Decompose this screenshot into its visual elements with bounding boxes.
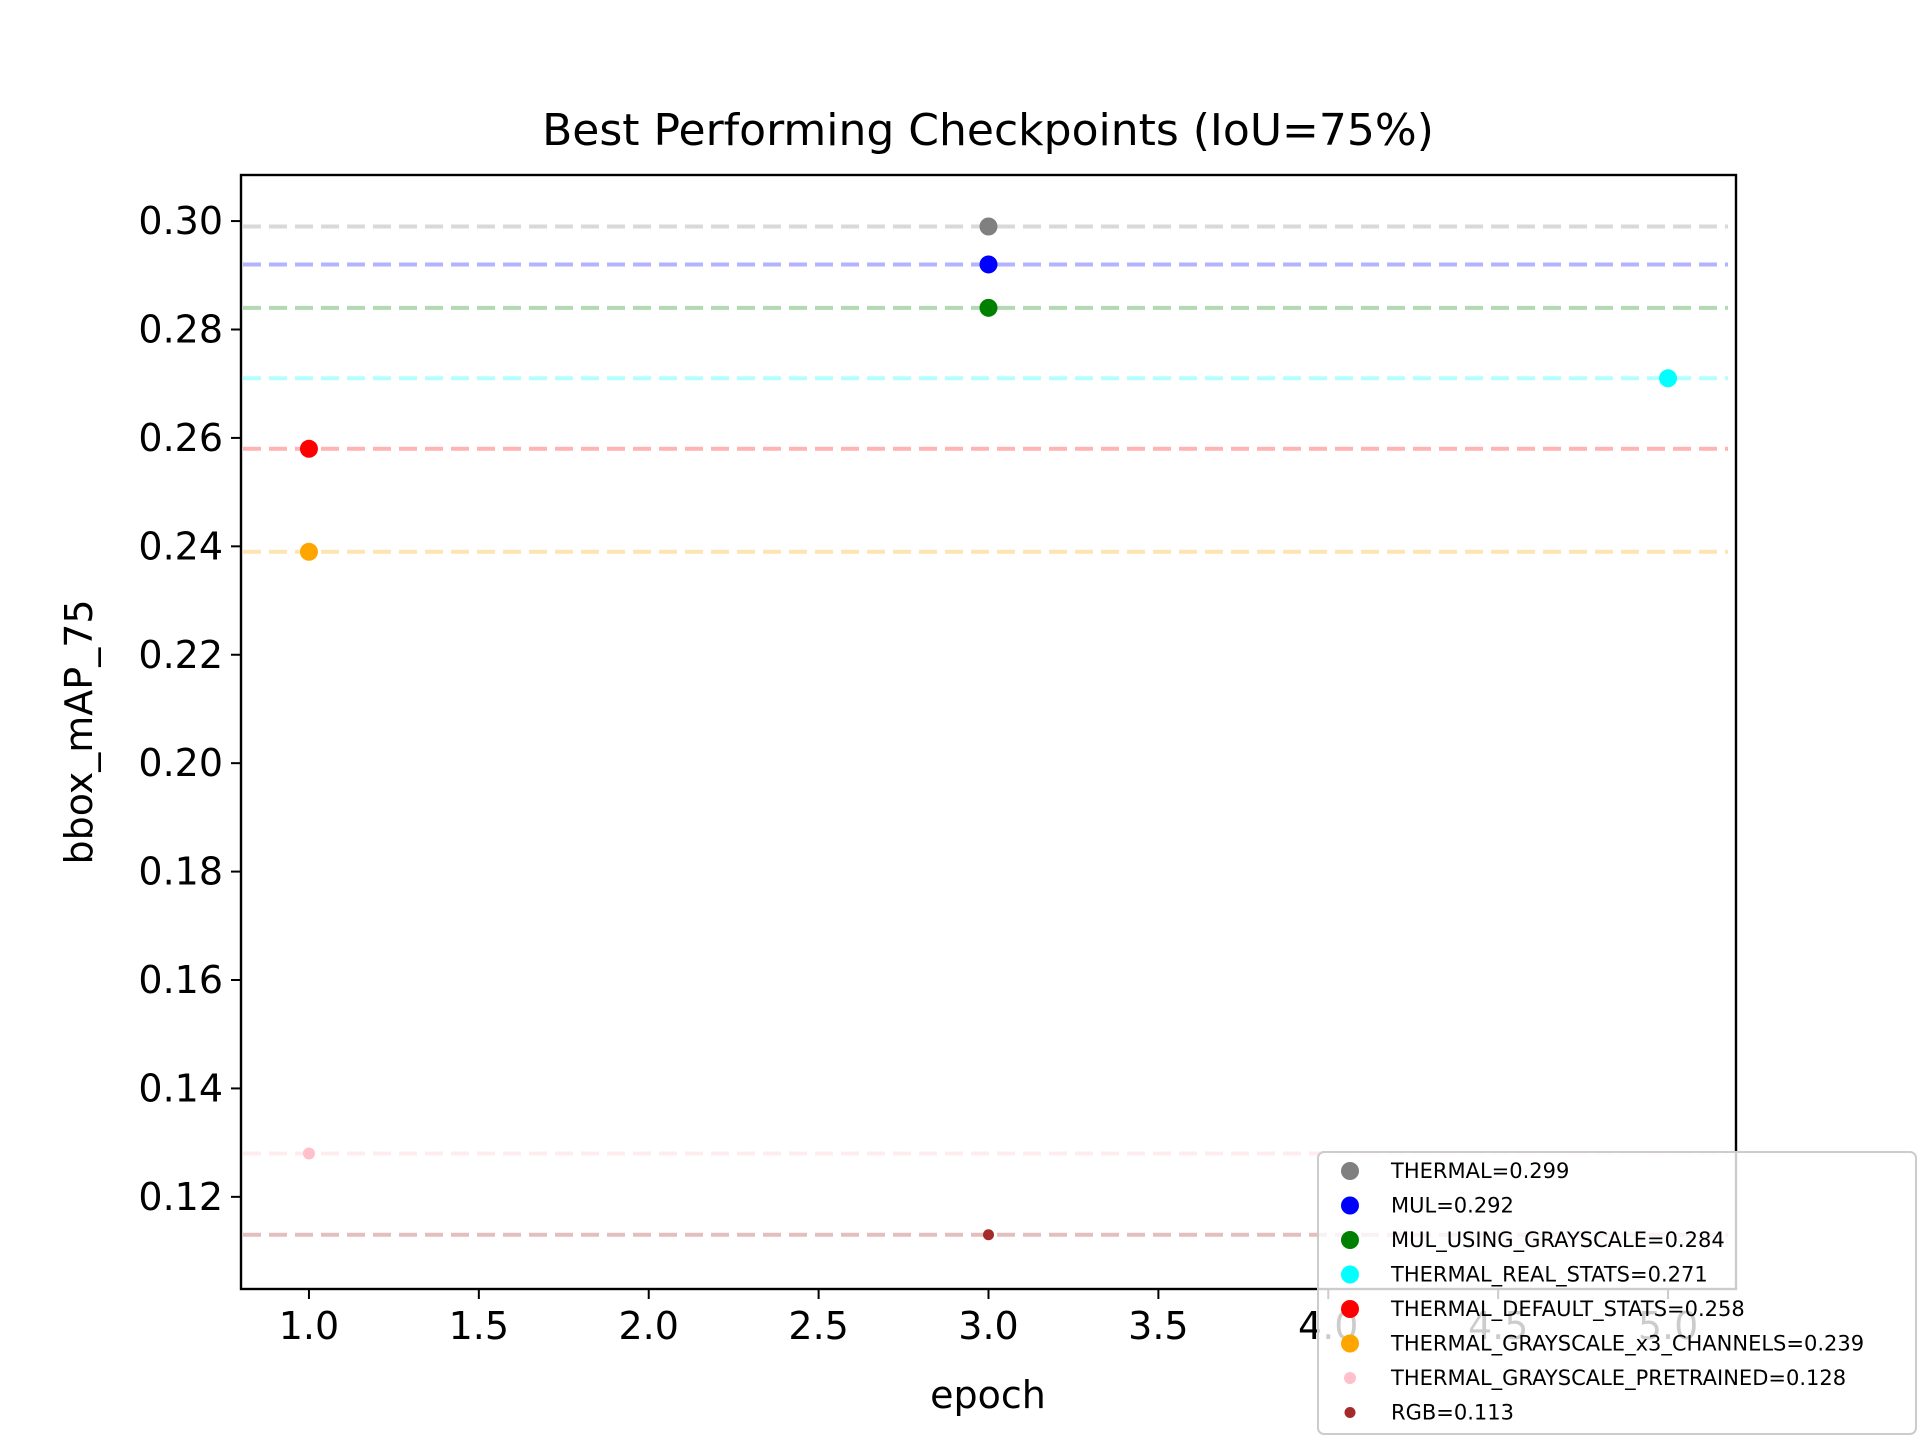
chart-title: Best Performing Checkpoints (IoU=75%)	[542, 105, 1434, 156]
legend-label-2: MUL_USING_GRAYSCALE=0.284	[1391, 1228, 1725, 1253]
plot-area	[241, 175, 1736, 1289]
x-tick-label: 3.5	[1128, 1304, 1188, 1348]
legend-label-6: THERMAL_GRAYSCALE_PRETRAINED=0.128	[1390, 1366, 1846, 1391]
data-point-0	[979, 217, 998, 236]
legend-marker-1	[1341, 1196, 1359, 1215]
legend-label-3: THERMAL_REAL_STATS=0.271	[1390, 1263, 1708, 1288]
x-tick-label: 3.0	[958, 1304, 1018, 1348]
data-point-1	[979, 255, 998, 274]
y-tick-label: 0.20	[138, 741, 223, 785]
data-point-2	[979, 298, 998, 317]
data-point-7	[983, 1229, 994, 1241]
legend-marker-6	[1344, 1372, 1356, 1384]
legend-label-7: RGB=0.113	[1391, 1401, 1514, 1425]
legend-marker-5	[1341, 1334, 1359, 1353]
legend-label-5: THERMAL_GRAYSCALE_x3_CHANNELS=0.239	[1390, 1332, 1864, 1357]
y-tick-label: 0.22	[138, 633, 223, 677]
legend-marker-7	[1344, 1407, 1356, 1418]
data-points	[299, 217, 1678, 1241]
x-tick-label: 1.5	[449, 1304, 509, 1348]
legend-marker-2	[1341, 1231, 1359, 1249]
y-tick-label: 0.18	[138, 850, 223, 894]
data-point-4	[299, 439, 318, 458]
y-tick-label: 0.14	[138, 1066, 223, 1110]
x-tick-label: 2.0	[619, 1304, 679, 1348]
legend-label-4: THERMAL_DEFAULT_STATS=0.258	[1390, 1297, 1745, 1322]
x-axis-label: epoch	[930, 1373, 1046, 1417]
y-tick-label: 0.26	[138, 416, 223, 460]
legend-label-0: THERMAL=0.299	[1390, 1159, 1569, 1183]
y-tick-label: 0.28	[138, 307, 223, 351]
legend-label-1: MUL=0.292	[1391, 1194, 1514, 1218]
data-point-3	[1659, 369, 1678, 388]
x-tick-label: 1.0	[279, 1304, 339, 1348]
data-point-6	[302, 1147, 315, 1160]
legend-marker-4	[1341, 1300, 1359, 1318]
legend: THERMAL=0.299 MUL=0.292 MUL_USING_GRAYSCAL…	[1317, 1151, 1917, 1435]
x-tick-label: 2.5	[788, 1304, 848, 1348]
y-tick-label: 0.30	[138, 199, 223, 243]
y-tick-label: 0.16	[138, 958, 223, 1002]
legend-marker-0	[1341, 1162, 1359, 1180]
y-tick-label: 0.24	[138, 524, 223, 568]
data-point-5	[299, 542, 318, 561]
legend-box	[1317, 1151, 1917, 1435]
y-axis-ticks: 0.12 0.14 0.16 0.18 0.20 0.22 0.24 0.26 0.28 0.30	[138, 199, 241, 1219]
y-axis-label: bbox_mAP_75	[57, 599, 101, 864]
legend-marker-3	[1341, 1265, 1359, 1284]
y-tick-label: 0.12	[138, 1175, 223, 1219]
